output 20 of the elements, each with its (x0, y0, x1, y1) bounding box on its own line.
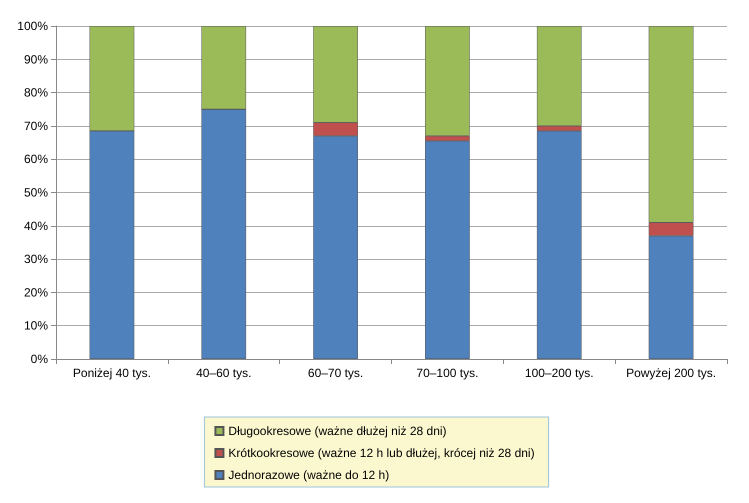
y-tick-label: 50% (24, 186, 48, 200)
x-tick-label: 60–70 tys. (308, 366, 364, 380)
y-tick-label: 10% (24, 318, 48, 333)
x-tick-label: Poniżej 40 tys. (72, 366, 151, 380)
y-tick-label: 70% (24, 118, 48, 133)
legend-label: Długookresowe (ważne dłużej niż 28 dni) (228, 424, 447, 438)
x-tick-label: 100–200 tys. (524, 366, 594, 380)
legend-label: Krótkookresowe (ważne 12 h lub dłużej, krócej niż 28 dni) (228, 446, 535, 460)
y-tick-label: 40% (24, 218, 48, 233)
x-tick-label: 70–100 tys. (416, 366, 478, 380)
y-tick-label: 90% (24, 52, 48, 66)
y-tick-label: 100% (17, 19, 48, 33)
y-tick-label: 60% (24, 152, 48, 166)
x-tick-label: 40–60 tys. (196, 366, 252, 380)
y-tick-label: 0% (30, 352, 48, 366)
x-tick-label: Powyżej 200 tys. (626, 366, 716, 380)
y-tick-label: 80% (24, 86, 48, 100)
y-tick-label: 30% (24, 252, 48, 266)
legend-label: Jednorazowe (ważne do 12 h) (228, 468, 390, 482)
y-tick-label: 20% (24, 285, 48, 300)
